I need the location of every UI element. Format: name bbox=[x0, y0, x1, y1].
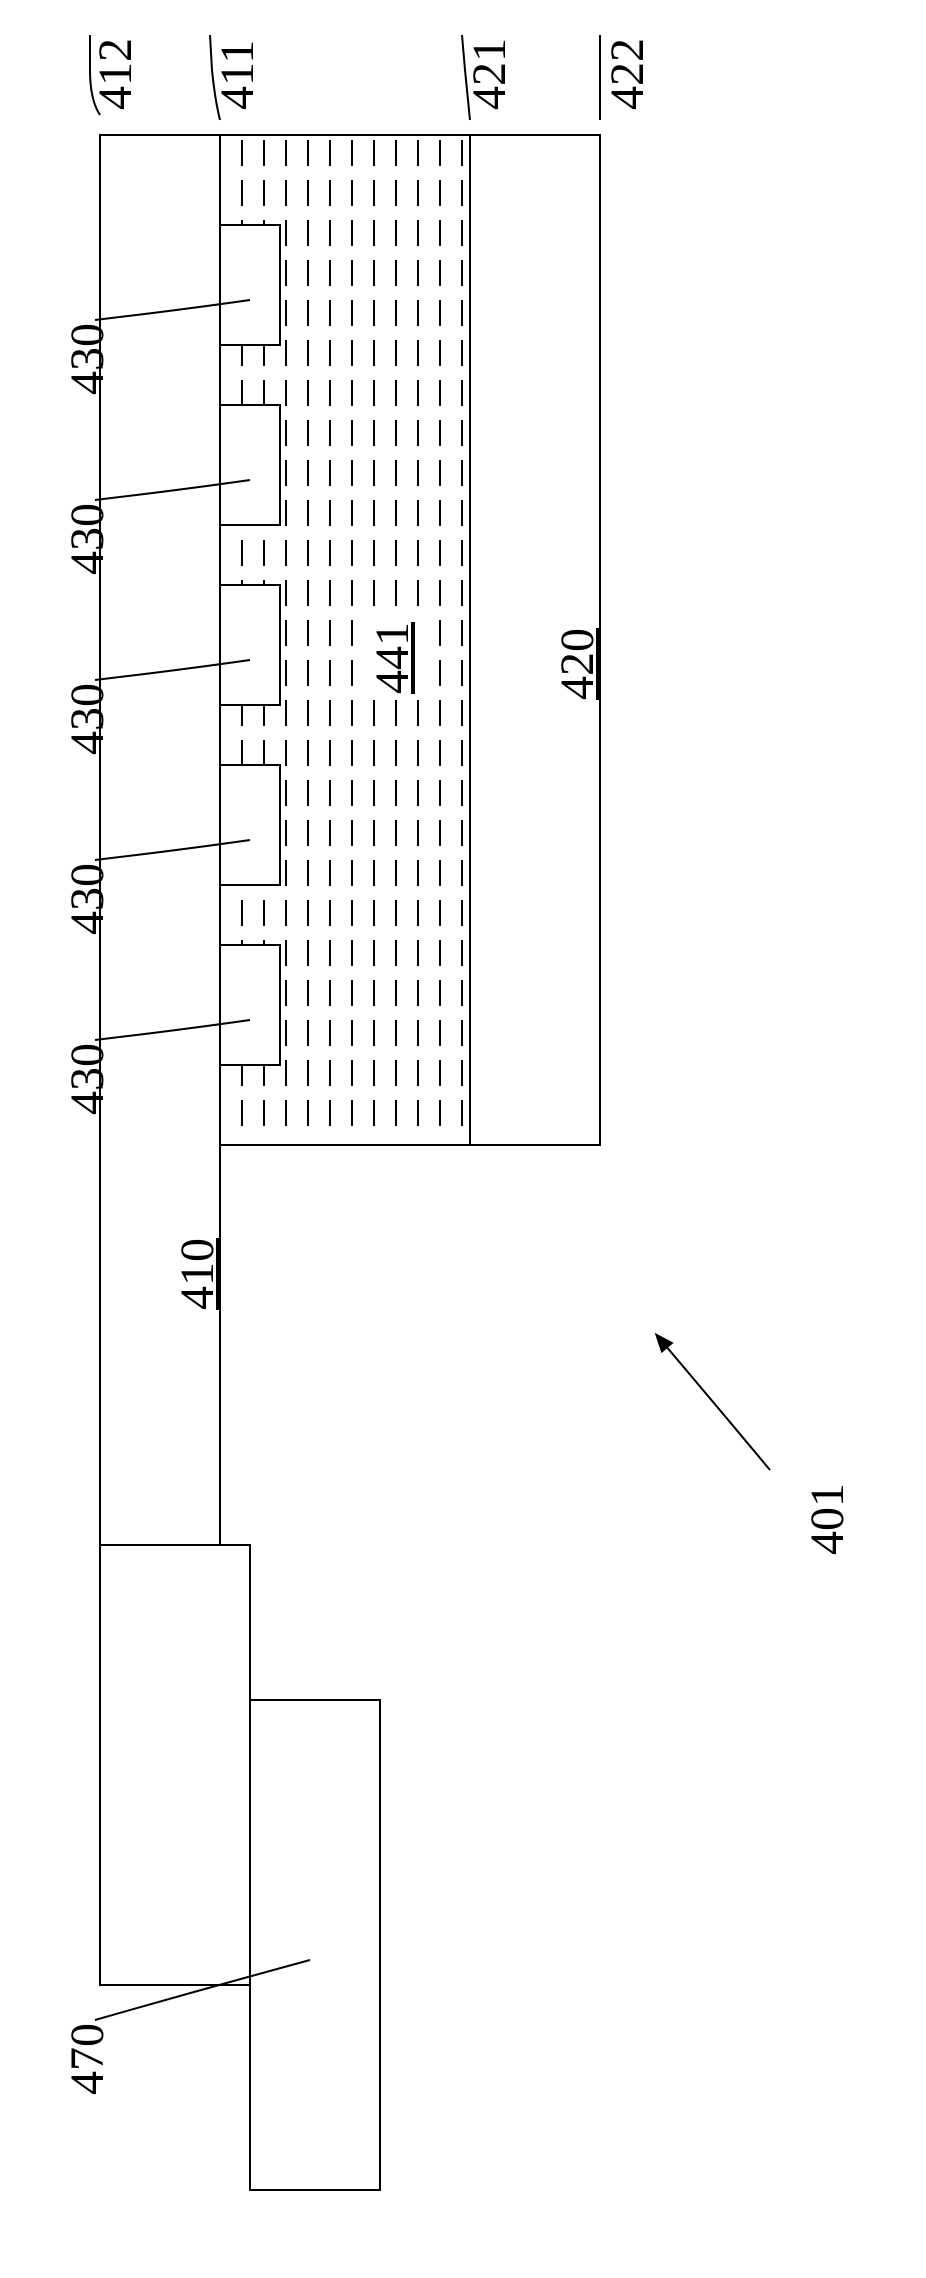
block-470 bbox=[250, 1700, 380, 2190]
label-422: 422 bbox=[600, 38, 655, 110]
label-421: 421 bbox=[462, 38, 517, 110]
label-430-1: 430 bbox=[60, 323, 115, 395]
chip-430 bbox=[220, 225, 280, 345]
chip-430 bbox=[220, 585, 280, 705]
figure-401: 412 411 421 422 410 441 420 430 430 430 … bbox=[0, 0, 926, 2278]
label-410: 410 bbox=[170, 1238, 225, 1310]
block-lower bbox=[100, 1545, 250, 1985]
label-430-4: 430 bbox=[60, 863, 115, 935]
diagram-svg bbox=[0, 0, 926, 2278]
chip-430 bbox=[220, 945, 280, 1065]
label-412: 412 bbox=[88, 38, 143, 110]
label-470: 470 bbox=[60, 2023, 115, 2095]
leader-lines-left bbox=[90, 35, 600, 120]
label-430-5: 430 bbox=[60, 1043, 115, 1115]
arrow-401 bbox=[665, 1345, 770, 1470]
label-411: 411 bbox=[210, 40, 265, 110]
label-441: 441 bbox=[365, 616, 420, 700]
label-430-2: 430 bbox=[60, 503, 115, 575]
label-401: 401 bbox=[800, 1483, 855, 1555]
chip-430 bbox=[220, 765, 280, 885]
label-430-3: 430 bbox=[60, 683, 115, 755]
label-420: 420 bbox=[550, 628, 605, 700]
chip-430 bbox=[220, 405, 280, 525]
